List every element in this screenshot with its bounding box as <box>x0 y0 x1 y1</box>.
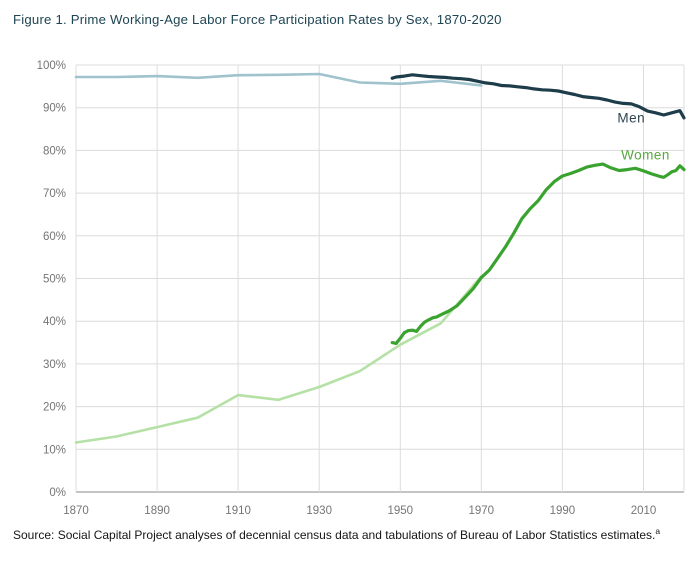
source-note: Source: Social Capital Project analyses … <box>13 526 677 544</box>
women-bls-line <box>390 162 686 345</box>
y-tick-label: 60% <box>43 231 66 243</box>
source-text: Source: Social Capital Project analyses … <box>13 528 656 542</box>
series-label-men: Men <box>617 110 645 125</box>
y-tick-label: 0% <box>49 487 66 499</box>
x-tick-label: 1990 <box>550 505 576 517</box>
y-tick-label: 20% <box>43 402 66 414</box>
y-tick-label: 80% <box>43 145 66 157</box>
y-tick-label: 50% <box>43 274 66 286</box>
x-tick-label: 1950 <box>388 505 414 517</box>
y-tick-label: 10% <box>43 444 66 456</box>
men-census-line <box>74 72 483 87</box>
men-bls-line <box>390 73 686 120</box>
x-tick-label: 1930 <box>306 505 332 517</box>
footnote-marker: a <box>655 526 661 536</box>
women-census-line <box>74 275 483 444</box>
x-tick-label: 2010 <box>631 505 657 517</box>
x-tick-label: 1890 <box>144 505 170 517</box>
y-tick-label: 70% <box>43 188 66 200</box>
x-tick-label: 1870 <box>63 505 89 517</box>
y-tick-label: 90% <box>43 103 66 115</box>
y-tick-label: 30% <box>43 359 66 371</box>
series-label-women: Women <box>621 148 670 163</box>
y-tick-label: 100% <box>37 60 66 72</box>
y-tick-label: 40% <box>43 316 66 328</box>
chart-title: Figure 1. Prime Working-Age Labor Force … <box>13 12 502 27</box>
x-tick-label: 1910 <box>225 505 251 517</box>
x-tick-label: 1970 <box>469 505 495 517</box>
